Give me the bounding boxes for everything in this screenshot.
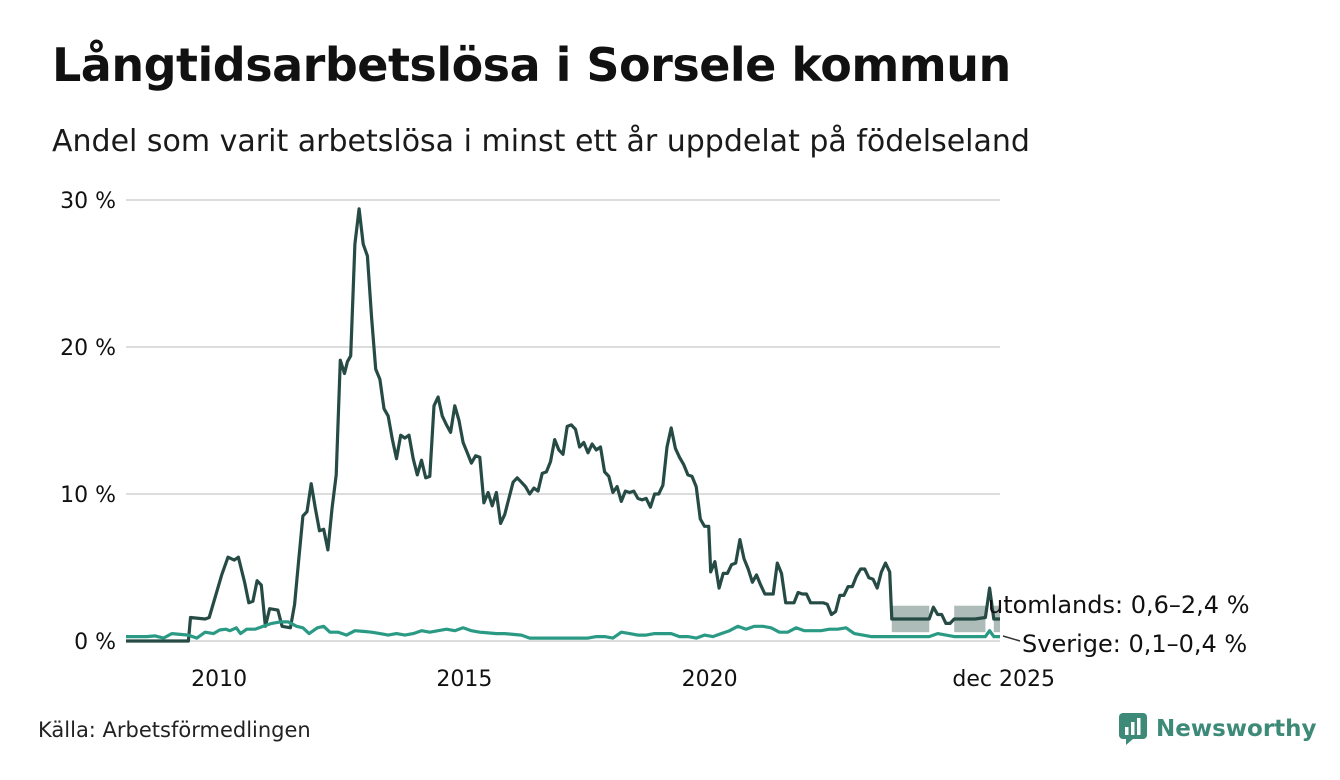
series-line-utomlands (126, 207, 1000, 643)
x-tick-label-2015: 2015 (436, 667, 492, 692)
brand-name: Newsworthy (1156, 716, 1317, 742)
x-tick-label-dec-2025: dec 2025 (952, 667, 1055, 692)
y-axis-labels: 0 % 10 % 20 % 30 % (60, 189, 116, 655)
series-label-connector (1002, 635, 1021, 642)
x-tick-label-2020: 2020 (682, 667, 738, 692)
x-axis-labels: 2010 2015 2020 dec 2025 (191, 667, 1055, 692)
x-tick-label-2010: 2010 (191, 667, 247, 692)
page-title: Långtidsarbetslösa i Sorsele kommun (52, 38, 1011, 92)
series-label-utomlands: utomlands: 0,6–2,4 % (988, 591, 1250, 619)
grid-lines (126, 199, 1000, 642)
newsworthy-logo-icon (1119, 713, 1147, 745)
brand-logo: Newsworthy (1118, 712, 1317, 746)
source-note: Källa: Arbetsförmedlingen (38, 718, 311, 742)
y-tick-label-20: 20 % (60, 336, 116, 361)
y-tick-label-10: 10 % (60, 483, 116, 508)
series-labels: utomlands: 0,6–2,4 % Sverige: 0,1–0,4 % (988, 591, 1250, 658)
y-tick-label-0: 0 % (74, 630, 116, 655)
page-subtitle: Andel som varit arbetslösa i minst ett å… (52, 124, 1030, 159)
series-label-sverige: Sverige: 0,1–0,4 % (1022, 630, 1247, 658)
y-tick-label-30: 30 % (60, 189, 116, 214)
series-line-sverige (126, 620, 1000, 640)
series-lines (126, 207, 1000, 643)
